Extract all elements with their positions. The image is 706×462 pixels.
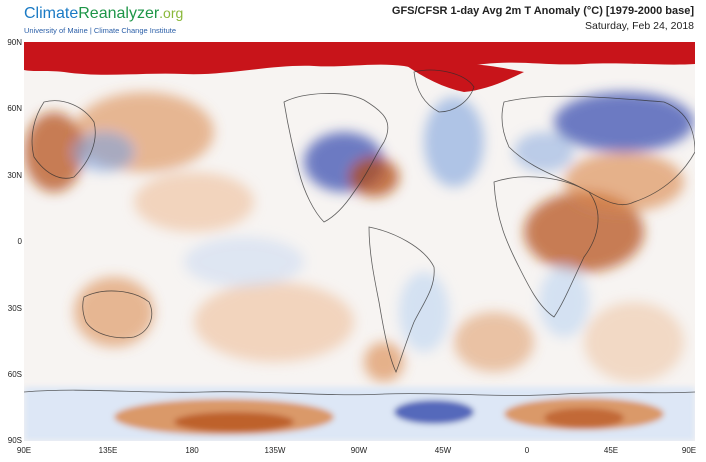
north-america-outline [283,93,389,223]
lon-label-180: 180 [185,446,199,455]
coastlines [24,69,695,396]
antarctic-anomalies [24,387,695,441]
lon-label-90e-right: 90E [681,446,697,455]
brand-name-part3: .org [159,5,184,21]
eurasia-outline [501,95,695,206]
lat-label-30s: 30S [7,304,22,313]
lon-label-90w: 90W [350,446,368,455]
header: ClimateReanalyzer.org University of Main… [0,0,706,40]
brand-title: ClimateReanalyzer.org [24,4,183,23]
lat-label-0: 0 [17,237,22,246]
lat-label-90n: 90N [7,38,22,47]
lat-label-90s: 90S [7,436,22,445]
brand-subtitle: University of Maine | Climate Change Ins… [24,26,177,35]
lon-label-45w: 45W [434,446,452,455]
lat-label-60s: 60S [7,370,22,379]
lon-label-0: 0 [524,446,530,455]
lon-label-90e: 90E [16,446,32,455]
antarctica-outline [24,389,695,396]
map-date: Saturday, Feb 24, 2018 [585,20,694,32]
greenland-outline [413,69,475,113]
brand-logo[interactable]: ClimateReanalyzer.org University of Main… [24,4,183,35]
south-america-outline [368,226,435,374]
australia-outline [82,290,153,339]
lon-label-135w: 135W [264,446,286,455]
lon-label-45e: 45E [603,446,619,455]
lat-label-30n: 30N [7,171,22,180]
map-title: GFS/CFSR 1-day Avg 2m T Anomaly (°C) [19… [391,5,694,17]
lon-label-135e: 135E [98,446,118,455]
anomaly-map-svg [24,42,695,441]
brand-name-part1: Climate [24,5,79,22]
east-asia-outline [31,100,96,179]
anomaly-map[interactable] [24,42,695,441]
africa-outline [493,176,599,318]
lat-label-60n: 60N [7,104,22,113]
brand-name-part2: Reanalyzer [78,5,160,22]
